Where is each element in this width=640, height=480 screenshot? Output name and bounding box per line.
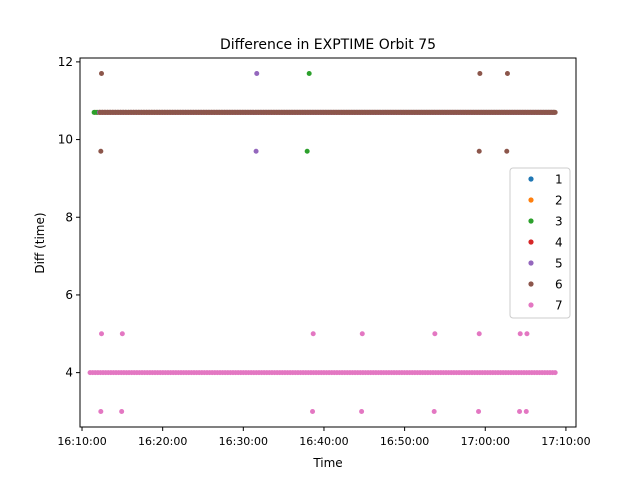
legend-label: 1: [555, 173, 563, 187]
series-7-outlier-point: [98, 408, 104, 414]
legend-marker: [528, 197, 534, 203]
series-7-outlier-point: [517, 331, 523, 337]
legend-label: 2: [555, 194, 563, 208]
x-axis: 16:10:00 16:20:00 16:30:00 16:40:00 16:50:00…: [57, 427, 591, 448]
x-tick-label: 16:40:00: [299, 435, 348, 448]
legend-box: [509, 167, 571, 319]
x-tick-label: 17:00:00: [461, 435, 510, 448]
series-7-outlier-point: [310, 331, 316, 337]
series-6-outlier-point: [504, 71, 510, 77]
series-5-outlier-point: [254, 71, 260, 77]
x-tick-label: 16:30:00: [219, 435, 268, 448]
series-6-point: [552, 109, 558, 115]
series-7-outlier-point: [476, 408, 482, 414]
series-7-outlier-point: [119, 331, 125, 337]
legend-item-3: 3: [528, 215, 563, 229]
legend-label: 3: [555, 215, 563, 229]
series-7-outlier-point: [517, 408, 523, 414]
legend-label: 5: [555, 257, 563, 271]
series-7-outlier-point: [523, 408, 529, 414]
legend-marker: [528, 218, 534, 224]
series-7-outlier-point: [476, 331, 482, 337]
x-axis-label: Time: [312, 456, 342, 470]
y-tick-label: 6: [65, 288, 73, 302]
x-tick-label: 16:10:00: [57, 435, 106, 448]
series-6: [97, 71, 558, 154]
legend-item-2: 2: [528, 194, 563, 208]
legend-marker: [528, 302, 534, 308]
series-layer: [87, 71, 558, 414]
series-6-outlier-point: [99, 71, 105, 77]
legend-item-5: 5: [528, 257, 563, 271]
legend-label: 4: [555, 236, 563, 250]
legend-item-4: 4: [528, 236, 563, 250]
legend-marker: [528, 239, 534, 245]
legend-item-1: 1: [528, 173, 563, 187]
series-7-outlier-point: [359, 408, 365, 414]
series-6-outlier-point: [98, 148, 104, 154]
series-6-outlier-point: [476, 148, 482, 154]
legend-marker: [528, 176, 534, 182]
legend-marker: [528, 260, 534, 266]
x-tick-label: 16:20:00: [138, 435, 187, 448]
legend-marker: [528, 281, 534, 287]
chart-title: Difference in EXPTIME Orbit 75: [220, 37, 436, 53]
legend-label: 7: [555, 299, 563, 313]
x-tick-label: 17:10:00: [541, 435, 590, 448]
series-7-outlier-point: [99, 331, 105, 337]
legend-item-7: 7: [528, 299, 563, 313]
series-7-outlier-point: [431, 408, 437, 414]
y-tick-label: 10: [58, 133, 73, 147]
y-tick-label: 8: [65, 210, 73, 224]
y-tick-label: 12: [58, 55, 73, 69]
series-7-point: [552, 370, 558, 376]
legend: 1 2 3 4 5 6 7: [509, 167, 571, 319]
series-5-outlier-point: [253, 148, 259, 154]
series-7-outlier-point: [310, 408, 316, 414]
series-7-outlier-point: [119, 408, 125, 414]
series-6-outlier-point: [477, 71, 483, 77]
series-6-outlier-point: [504, 148, 510, 154]
y-axis-label: Diff (time): [33, 212, 47, 273]
y-tick-label: 4: [65, 366, 73, 380]
y-axis: 4 6 8 10 12: [58, 55, 80, 380]
series-7-outlier-point: [359, 331, 365, 337]
series-7-outlier-point: [524, 331, 530, 337]
series-7-outlier-point: [432, 331, 438, 337]
legend-item-6: 6: [528, 278, 563, 292]
series-7: [87, 331, 558, 414]
x-tick-label: 16:50:00: [380, 435, 429, 448]
series-3-outlier-point: [306, 71, 312, 77]
series-3-outlier-point: [304, 148, 310, 154]
legend-label: 6: [555, 278, 563, 292]
plot-frame: [79, 57, 577, 428]
